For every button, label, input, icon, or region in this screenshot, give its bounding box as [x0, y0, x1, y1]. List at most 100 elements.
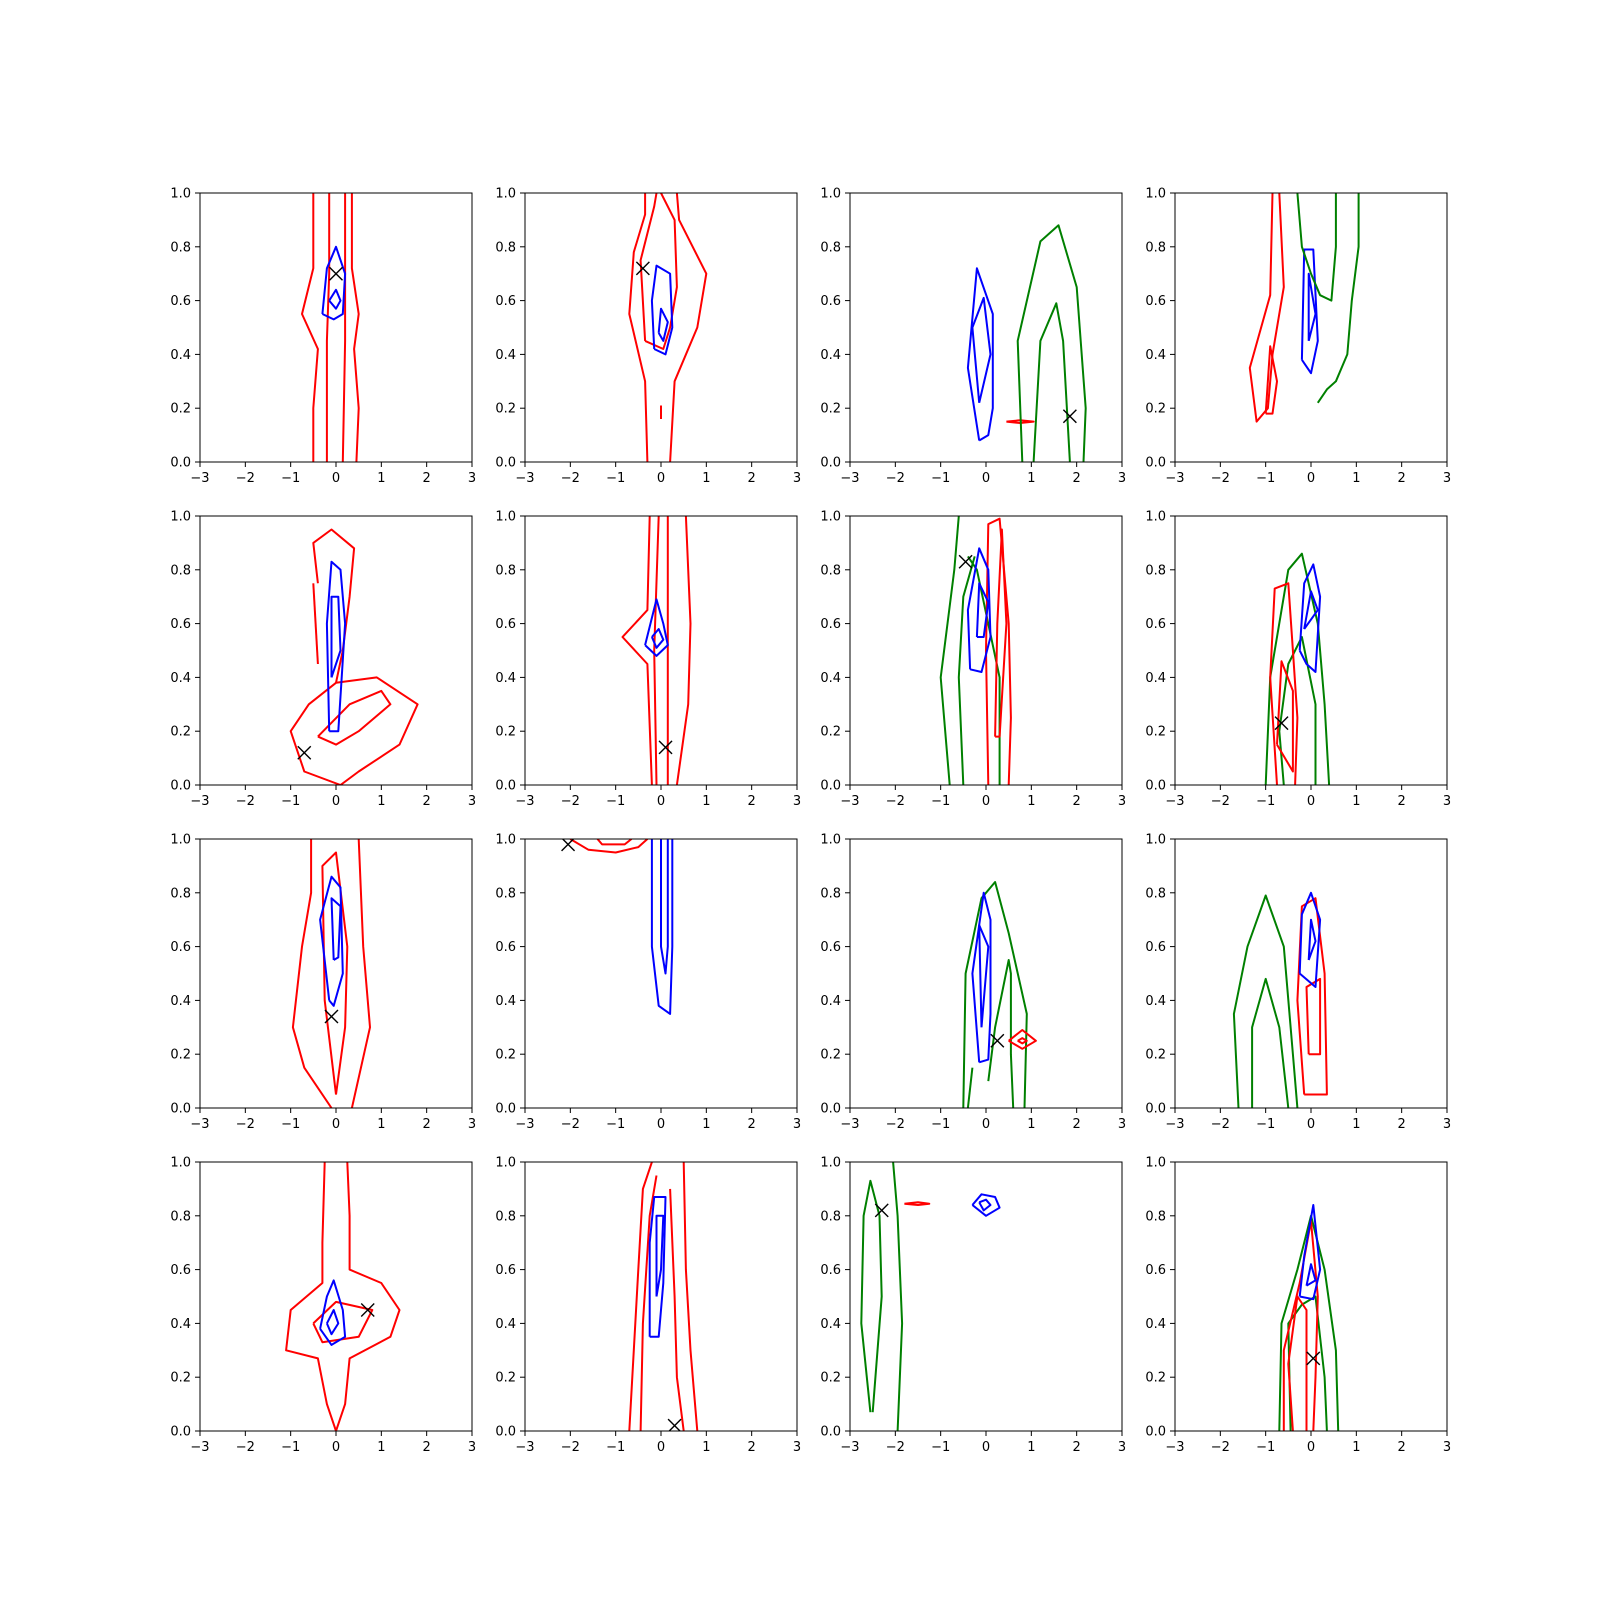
x-tick-label: 2	[1398, 471, 1406, 486]
x-tick-label: −3	[840, 794, 859, 809]
y-tick-label: 1.0	[495, 187, 516, 202]
panel-plot-area	[291, 839, 371, 1108]
panel-6: −3 −2 −1 0 1 2 3 0.0 0.2 0.4 0.6 0.8 1.0	[495, 510, 801, 810]
panel-9: −3 −2 −1 0 1 2 3 0.0 0.2 0.4 0.6 0.8 1.0	[170, 833, 476, 1133]
red-contour-line	[639, 1175, 658, 1431]
x-tick-label: 3	[793, 1440, 801, 1455]
panel-plot-area	[621, 516, 692, 785]
y-tick-label: 0.0	[820, 1425, 841, 1440]
blue-contour-line	[975, 582, 990, 638]
panel-plot-area	[1278, 1204, 1340, 1431]
y-tick-label: 0.0	[170, 456, 191, 471]
blue-contour-line	[971, 1193, 1001, 1217]
x-tick-label: −2	[236, 1440, 255, 1455]
y-tick-label: 0.6	[170, 294, 191, 309]
x-tick-label: 3	[1443, 1440, 1451, 1455]
red-contour-line	[1008, 1029, 1037, 1050]
red-contour-line	[289, 676, 419, 785]
x-tick-label: 0	[332, 1440, 340, 1455]
panel-plot-area	[628, 1162, 699, 1431]
y-tick-label: 1.0	[1145, 187, 1166, 202]
y-tick-label: 0.6	[1145, 1263, 1166, 1278]
x-marker	[990, 1033, 1005, 1048]
blue-contour-line	[1300, 248, 1319, 375]
axes-frame	[199, 838, 473, 1109]
x-marker-stroke	[635, 261, 650, 276]
y-tick-label: 0.2	[495, 725, 516, 740]
x-marker	[874, 1203, 889, 1218]
blue-contour-line	[1305, 1263, 1317, 1287]
x-tick-label: 1	[1027, 1440, 1035, 1455]
x-tick-label: −1	[1256, 794, 1275, 809]
x-tick-label: 3	[468, 1117, 476, 1132]
y-tick-label: 0.6	[170, 940, 191, 955]
y-tick-label: 0.2	[495, 1371, 516, 1386]
blue-contour-line	[1307, 918, 1317, 961]
panel-7: −3 −2 −1 0 1 2 3 0.0 0.2 0.4 0.6 0.8 1.0	[820, 510, 1126, 810]
y-tick-label: 0.8	[495, 240, 516, 255]
y-tick-label: 1.0	[495, 833, 516, 848]
y-tick-label: 0.4	[1145, 994, 1166, 1009]
x-tick-label: −3	[1165, 1440, 1184, 1455]
x-tick-label: −1	[931, 471, 950, 486]
x-tick-label: −2	[561, 794, 580, 809]
y-tick-label: 0.4	[820, 671, 841, 686]
y-tick-label: 0.4	[820, 994, 841, 1009]
x-tick-label: −2	[886, 1440, 905, 1455]
red-contour-line	[621, 516, 653, 785]
panel-plot-area	[1232, 891, 1328, 1108]
axes-frame	[1174, 838, 1448, 1109]
panel-plot-area	[860, 1162, 1001, 1431]
x-tick-label: −3	[190, 1117, 209, 1132]
y-tick-label: 0.4	[495, 994, 516, 1009]
y-tick-label: 0.0	[1145, 1102, 1166, 1117]
x-tick-label: −1	[931, 794, 950, 809]
x-tick-label: 0	[1307, 1117, 1315, 1132]
red-contour-line	[628, 1162, 653, 1431]
green-contour-line	[966, 1067, 974, 1108]
blue-contour-line	[650, 628, 665, 649]
x-tick-label: −3	[515, 1117, 534, 1132]
green-contour-line	[987, 959, 1015, 1108]
red-contour-line	[1305, 977, 1322, 1056]
x-tick-label: −3	[840, 1440, 859, 1455]
blue-contour-line	[330, 897, 342, 961]
x-tick-label: −2	[236, 1117, 255, 1132]
y-tick-label: 1.0	[170, 833, 191, 848]
x-marker	[1274, 716, 1289, 731]
x-tick-label: 0	[1307, 471, 1315, 486]
green-contour-line	[939, 516, 960, 785]
x-tick-label: −1	[281, 471, 300, 486]
x-tick-label: −2	[236, 471, 255, 486]
blue-contour-line	[319, 1279, 347, 1346]
panel-16: −3 −2 −1 0 1 2 3 0.0 0.2 0.4 0.6 0.8 1.0	[1145, 1156, 1451, 1456]
x-tick-label: 2	[748, 1117, 756, 1132]
y-tick-label: 0.8	[1145, 240, 1166, 255]
blue-contour-line	[978, 924, 990, 1028]
blue-contour-line	[971, 891, 992, 1064]
x-marker-stroke	[324, 1009, 339, 1024]
x-tick-label: −3	[1165, 1117, 1184, 1132]
y-tick-label: 0.6	[1145, 294, 1166, 309]
red-contour-line	[1296, 897, 1328, 1096]
x-marker-stroke	[1306, 1351, 1321, 1366]
blue-contour-line	[319, 875, 344, 1007]
x-tick-label: 3	[468, 794, 476, 809]
y-tick-label: 0.6	[495, 617, 516, 632]
axes-frame	[199, 192, 473, 463]
y-tick-label: 1.0	[820, 833, 841, 848]
x-marker-stroke	[561, 839, 575, 852]
y-tick-label: 0.4	[495, 1317, 516, 1332]
panel-2: −3 −2 −1 0 1 2 3 0.0 0.2 0.4 0.6 0.8 1.0	[495, 187, 801, 487]
x-tick-label: 0	[657, 1440, 665, 1455]
red-contour-line	[1017, 1037, 1028, 1045]
x-tick-label: 0	[982, 1117, 990, 1132]
x-tick-label: 3	[1118, 794, 1126, 809]
x-tick-label: 1	[702, 794, 710, 809]
x-tick-label: 0	[332, 1117, 340, 1132]
x-tick-label: 1	[1352, 1117, 1360, 1132]
y-tick-label: 0.8	[820, 240, 841, 255]
y-tick-label: 0.0	[170, 779, 191, 794]
x-tick-label: 0	[1307, 1440, 1315, 1455]
red-contour-line	[301, 193, 319, 462]
